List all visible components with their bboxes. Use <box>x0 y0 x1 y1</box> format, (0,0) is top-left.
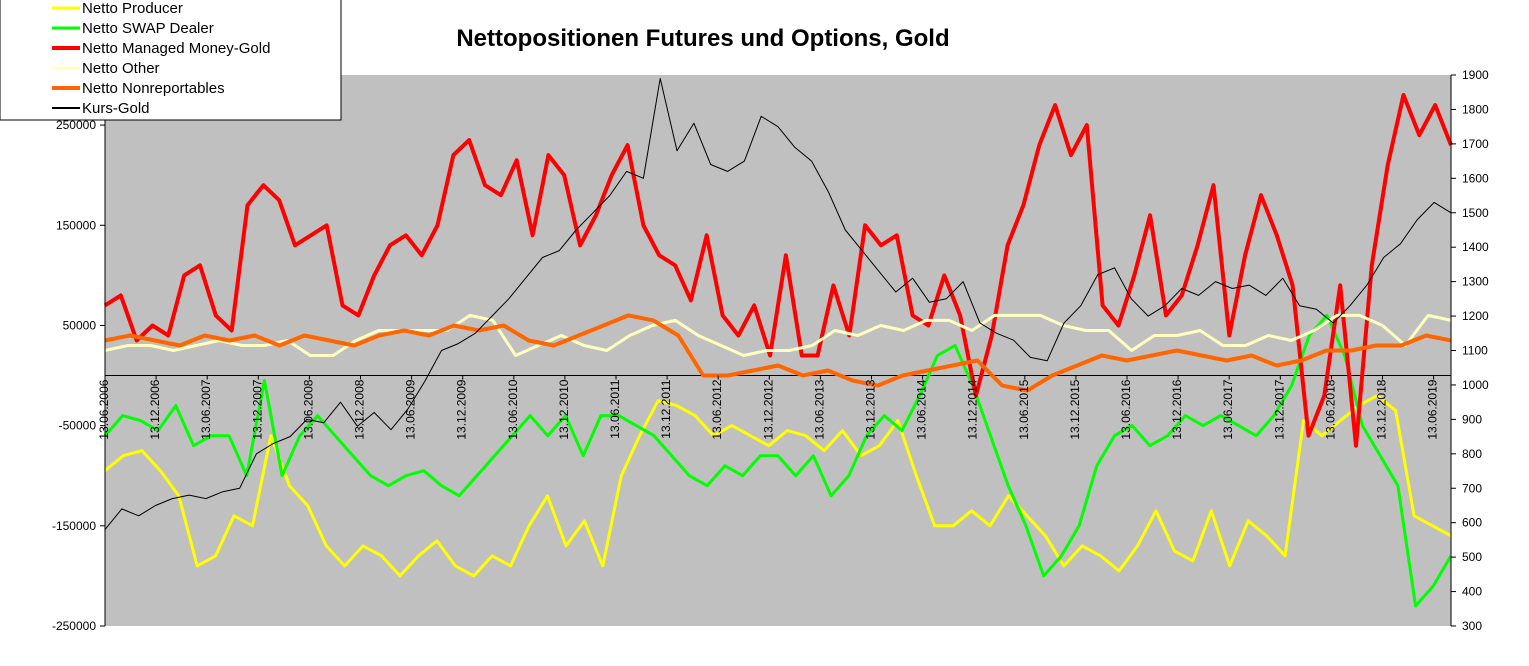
right-tick-label: 500 <box>1462 550 1482 564</box>
x-tick-label: 13.06.2012 <box>710 379 724 439</box>
x-axis: 13.06.2006 13.12.2006 13.06.2007 13.12.2007… <box>97 375 1440 440</box>
right-tick-label: 400 <box>1462 585 1482 599</box>
series-group <box>103 77 1453 608</box>
right-tick-label: 300 <box>1462 619 1482 633</box>
series-line-5 <box>104 77 1452 530</box>
right-tick-label: 1800 <box>1462 102 1489 116</box>
right-tick-label: 1400 <box>1462 240 1489 254</box>
x-tick-label: 13.06.2013 <box>812 379 826 439</box>
right-tick-label: 600 <box>1462 516 1482 530</box>
left-axis: 250000 150000 50000 -50000 -150000 -250000 <box>52 75 106 633</box>
left-tick-label: 250000 <box>56 118 96 132</box>
x-tick-label: 13.12.2008 <box>353 379 367 439</box>
x-tick-label: 13.12.2013 <box>864 379 878 439</box>
x-tick-label: 13.12.2010 <box>557 379 571 439</box>
legend-label: Netto Managed Money-Gold <box>82 40 270 57</box>
legend-label: Kurs-Gold <box>82 100 150 117</box>
x-tick-label: 13.06.2010 <box>506 379 520 439</box>
x-tick-label: 13.12.2016 <box>1170 379 1184 439</box>
x-tick-label: 13.06.2008 <box>301 379 315 439</box>
x-tick-label: 13.12.2011 <box>659 379 673 438</box>
right-tick-label: 1900 <box>1462 68 1489 82</box>
x-tick-label: 13.12.2015 <box>1068 379 1082 439</box>
x-tick-label: 13.06.2006 <box>97 379 111 439</box>
series-line-1 <box>103 313 1453 608</box>
series-line-4 <box>104 313 1452 393</box>
x-tick-label: 13.12.2014 <box>966 379 980 439</box>
right-tick-label: 1500 <box>1462 206 1489 220</box>
right-tick-label: 1300 <box>1462 275 1489 289</box>
legend-label: Netto Other <box>82 60 160 77</box>
x-tick-label: 13.12.2007 <box>250 379 264 439</box>
right-tick-label: 700 <box>1462 481 1482 495</box>
right-tick-label: 900 <box>1462 412 1482 426</box>
left-tick-label: -250000 <box>52 619 96 633</box>
legend-label: Netto SWAP Dealer <box>82 20 214 37</box>
x-tick-label: 13.06.2018 <box>1323 379 1337 439</box>
legend-box <box>0 0 342 121</box>
left-tick-label: -150000 <box>52 519 96 533</box>
x-tick-label: 13.06.2007 <box>199 379 213 439</box>
x-tick-label: 13.06.2011 <box>608 379 622 438</box>
x-tick-label: 13.06.2019 <box>1426 379 1440 439</box>
left-tick-label: -50000 <box>59 419 97 433</box>
left-tick-label: 50000 <box>63 318 97 332</box>
series-line-3 <box>104 313 1452 357</box>
x-tick-label: 13.06.2016 <box>1119 379 1133 439</box>
chart-title: Nettopositionen Futures und Options, Gol… <box>456 25 949 52</box>
x-tick-label: 13.06.2009 <box>404 379 418 439</box>
series-line-0 <box>104 394 1452 578</box>
series-line-2 <box>103 93 1453 448</box>
x-tick-label: 13.06.2017 <box>1221 379 1235 439</box>
x-tick-label: 13.06.2015 <box>1017 379 1031 439</box>
right-tick-label: 1000 <box>1462 378 1489 392</box>
right-axis: 1900 1800 1700 1600 1500 1400 1300 1200 1100 1000… <box>1450 68 1489 633</box>
x-tick-label: 13.06.2014 <box>915 379 929 439</box>
x-tick-label: 13.12.2009 <box>455 379 469 439</box>
right-tick-label: 800 <box>1462 447 1482 461</box>
x-tick-label: 13.12.2018 <box>1375 379 1389 439</box>
legend-label: Netto Nonreportables <box>82 80 225 97</box>
x-tick-label: 13.12.2012 <box>761 379 775 439</box>
legend-label: Netto Producer <box>82 0 183 17</box>
right-tick-label: 1700 <box>1462 137 1489 151</box>
right-tick-label: 1200 <box>1462 309 1489 323</box>
x-tick-label: 13.12.2006 <box>148 379 162 439</box>
x-tick-label: 13.12.2017 <box>1272 379 1286 439</box>
right-tick-label: 1100 <box>1462 344 1488 358</box>
left-tick-label: 150000 <box>56 218 96 232</box>
right-tick-label: 1600 <box>1462 171 1489 185</box>
legend: Netto Producer Netto SWAP Dealer Netto Man… <box>0 0 342 121</box>
